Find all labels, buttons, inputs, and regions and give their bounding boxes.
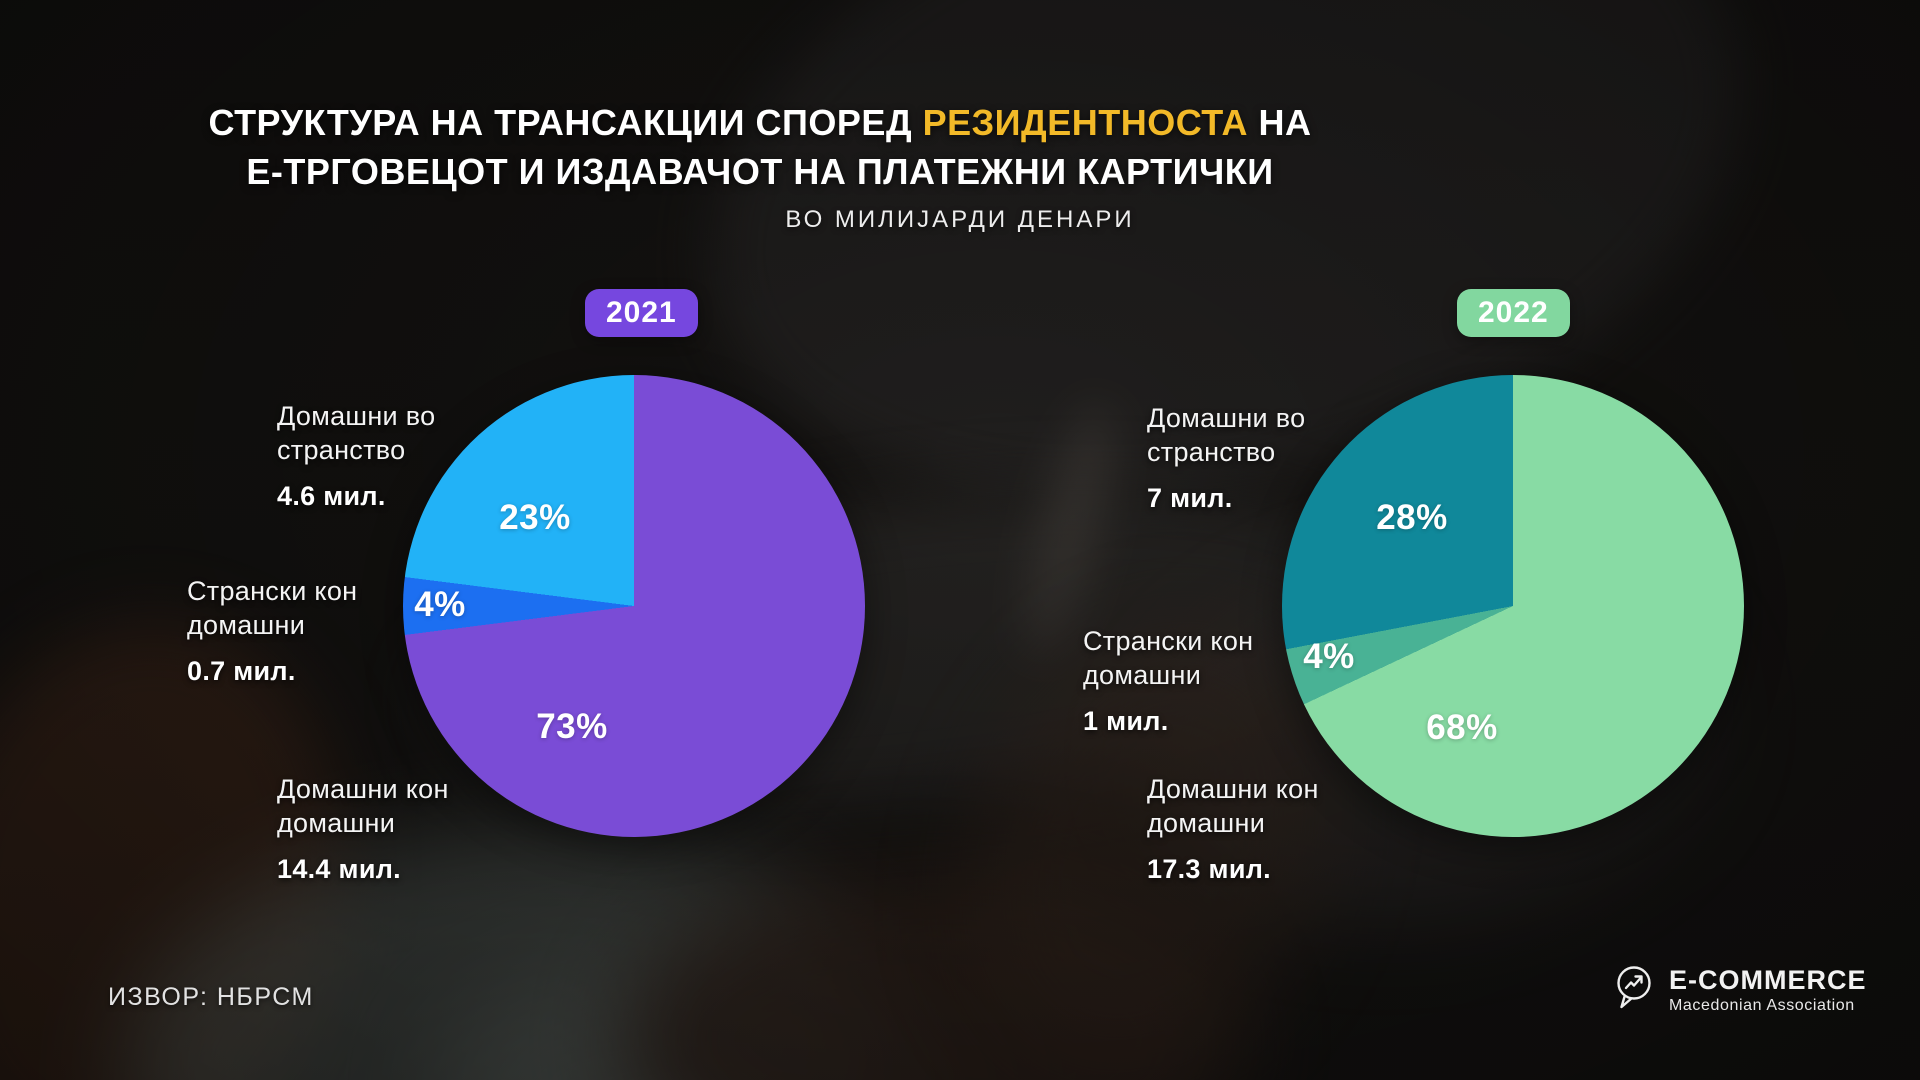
percent-label-foreign-domestic: 4%	[1303, 637, 1355, 676]
callout-foreign-domestic-2021: Странски кон домашни 0.7 мил.	[187, 574, 357, 687]
callout-foreign-domestic-2022: Странски кон домашни 1 мил.	[1083, 624, 1253, 737]
callout-label: Странски кон	[187, 576, 358, 606]
callout-value: 4.6 мил.	[277, 481, 386, 511]
callout-domestic-abroad-2021: Домашни во странство 4.6 мил.	[277, 399, 435, 512]
callout-value: 17.3 мил.	[1147, 854, 1271, 884]
callout-label: Домашни кон	[1147, 774, 1319, 804]
page-title: СТРУКТУРА НА ТРАНСАКЦИИ СПОРЕД РЕЗИДЕНТН…	[208, 98, 1311, 196]
callout-domestic-abroad-2022: Домашни во странство 7 мил.	[1147, 401, 1305, 514]
callout-value: 0.7 мил.	[187, 656, 296, 686]
callout-label: Домашни во	[277, 401, 436, 431]
callout-label: Странски кон	[1083, 626, 1254, 656]
logo-subtitle: Macedonian Association	[1669, 997, 1855, 1014]
logo-title: E-COMMERCE	[1669, 965, 1867, 995]
percent-label-foreign-domestic: 4%	[414, 585, 466, 624]
callout-label: домашни	[1083, 660, 1202, 690]
title-highlight: РЕЗИДЕНТНОСТА	[922, 102, 1249, 144]
source-note: ИЗВОР: НБРСМ	[108, 983, 314, 1011]
percent-label-domestic-domestic: 68%	[1426, 708, 1498, 747]
speech-bubble-chart-icon	[1612, 964, 1656, 1017]
pie-chart-2021: 73% 23% 4%	[403, 375, 865, 837]
year-badge-2022: 2022	[1457, 289, 1570, 337]
logo-text: E-COMMERCE Macedonian Association	[1669, 966, 1867, 1015]
callout-label: домашни	[1147, 808, 1266, 838]
year-badge-2021: 2021	[585, 289, 698, 337]
callout-domestic-domestic-2022: Домашни кон домашни 17.3 мил.	[1147, 772, 1319, 885]
callout-value: 7 мил.	[1147, 483, 1233, 513]
percent-label-domestic-domestic: 73%	[536, 707, 608, 746]
callout-label: домашни	[277, 808, 396, 838]
callout-label: странство	[1147, 437, 1276, 467]
callout-label: странство	[277, 435, 406, 465]
ecommerce-association-logo: E-COMMERCE Macedonian Association	[1612, 964, 1867, 1017]
pie-chart-2022: 68% 28% 4%	[1282, 375, 1744, 837]
callout-value: 1 мил.	[1083, 706, 1169, 736]
callout-label: домашни	[187, 610, 306, 640]
percent-label-domestic-abroad: 28%	[1376, 498, 1448, 537]
callout-value: 14.4 мил.	[277, 854, 401, 884]
callout-label: Домашни во	[1147, 403, 1306, 433]
callout-domestic-domestic-2021: Домашни кон домашни 14.4 мил.	[277, 772, 449, 885]
subtitle-units: ВО МИЛИЈАРДИ ДЕНАРИ	[785, 206, 1135, 233]
callout-label: Домашни кон	[277, 774, 449, 804]
title-line2: Е-ТРГОВЕЦОТ И ИЗДАВАЧОТ НА ПЛАТЕЖНИ КАРТ…	[246, 151, 1274, 193]
percent-label-domestic-abroad: 23%	[499, 498, 571, 537]
title-line1: СТРУКТУРА НА ТРАНСАКЦИИ СПОРЕД РЕЗИДЕНТН…	[208, 102, 1312, 144]
